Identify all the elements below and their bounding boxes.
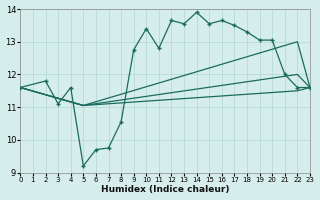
X-axis label: Humidex (Indice chaleur): Humidex (Indice chaleur)	[101, 185, 229, 194]
